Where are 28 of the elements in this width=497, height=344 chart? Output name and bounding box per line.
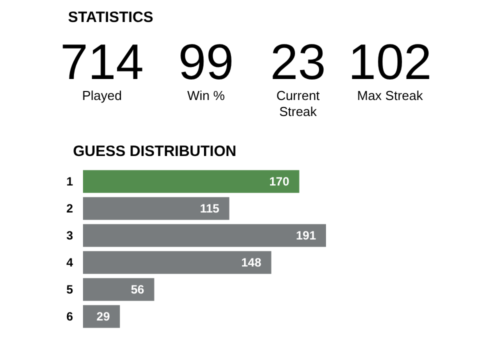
chart-title: GUESS DISTRIBUTION [73,143,236,160]
text: STATISTICS [68,9,154,26]
y-tick-label: 5 [66,282,74,296]
y-tick-label: 1 [66,174,74,188]
bar [83,224,326,247]
data-label: 148 [241,256,262,270]
bar [83,278,154,301]
y-tick-label: 3 [66,228,74,242]
data-label: 191 [296,228,316,242]
data-label: 56 [130,282,145,296]
data-label: 23 [269,34,327,90]
y-tick-label: 4 [66,256,74,270]
category-label: Current Streak [275,88,321,120]
category-label: Max Streak [356,88,424,104]
bar [83,305,120,328]
data-label: 99 [177,34,235,90]
data-label: 102 [347,34,433,90]
data-label: 170 [269,174,290,188]
category-label: Win % [186,88,226,104]
y-tick-label: 2 [66,202,74,216]
data-label: 115 [200,202,220,216]
data-label: 29 [96,310,110,324]
bar [83,197,230,220]
bar [83,170,300,193]
data-label: 714 [59,34,145,90]
bar [83,251,272,274]
category-label: Played [81,88,123,104]
y-tick-label: 6 [66,310,74,324]
